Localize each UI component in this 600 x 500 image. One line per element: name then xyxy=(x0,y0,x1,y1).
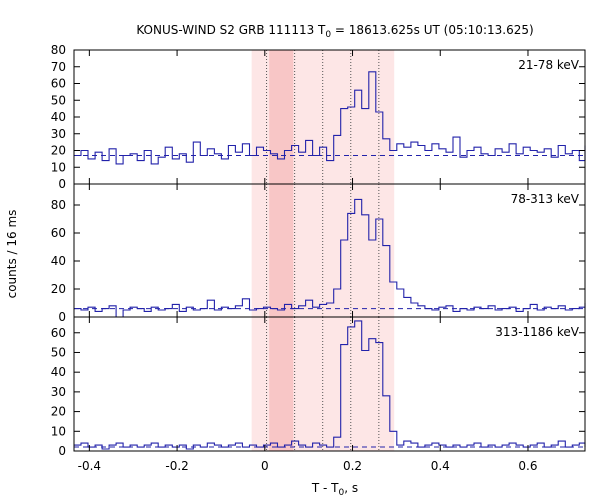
y-tick-label: 20 xyxy=(51,405,66,419)
y-tick-label: 60 xyxy=(51,77,66,91)
y-tick-label: 80 xyxy=(51,198,66,212)
x-tick-label: 0 xyxy=(261,459,269,473)
y-tick-label: 70 xyxy=(51,60,66,74)
y-tick-label: 20 xyxy=(51,144,66,158)
y-tick-label: 50 xyxy=(51,93,66,107)
x-axis-title: T - T0, s xyxy=(311,481,358,498)
y-tick-label: 0 xyxy=(58,177,66,191)
y-tick-label: 0 xyxy=(58,444,66,458)
y-tick-label: 40 xyxy=(51,365,66,379)
y-tick-label: 30 xyxy=(51,385,66,399)
light-curve-2 xyxy=(74,198,586,318)
panel-2: 0 20 40 60 80 78-313 keV xyxy=(51,183,586,324)
energy-band-label: 21-78 keV xyxy=(518,58,580,72)
y-tick-label: 30 xyxy=(51,127,66,141)
x-tick-label: 0.6 xyxy=(518,459,537,473)
y-tick-label: 80 xyxy=(51,43,66,57)
x-tick-label: 0.4 xyxy=(431,459,450,473)
y-tick-label: 40 xyxy=(51,254,66,268)
shaded-region-2 xyxy=(269,50,294,184)
plot-layer: 0 10 20 30 40 50 60 70 80 21-78 keV 0 20 40 60 80 78-31… xyxy=(51,43,586,473)
y-tick-label: 20 xyxy=(51,282,66,296)
panel-3: 0 10 20 30 40 50 60 313-1186 keV xyxy=(51,316,586,458)
panel-frame xyxy=(73,316,586,452)
y-tick-label: 10 xyxy=(51,160,66,174)
light-curve-3 xyxy=(74,320,586,450)
y-tick-label: 60 xyxy=(51,226,66,240)
x-tick-label: -0.4 xyxy=(78,459,101,473)
y-axis-title: counts / 16 ms xyxy=(5,210,19,299)
energy-band-label: 313-1186 keV xyxy=(495,325,579,339)
x-tick-label: -0.2 xyxy=(165,459,188,473)
y-tick-label: 50 xyxy=(51,345,66,359)
panel-1: 0 10 20 30 40 50 60 70 80 21-78 keV xyxy=(51,43,586,191)
y-tick-label: 40 xyxy=(51,110,66,124)
y-tick-label: 0 xyxy=(58,310,66,324)
x-tick-label: 0.2 xyxy=(343,459,362,473)
y-tick-label: 60 xyxy=(51,326,66,340)
shaded-region-2 xyxy=(269,317,294,451)
y-tick-label: 10 xyxy=(51,424,66,438)
light-curve-1 xyxy=(74,71,586,165)
shaded-region-2 xyxy=(269,184,294,317)
chart-title: KONUS-WIND S2 GRB 111113 T0 = 18613.625s… xyxy=(136,23,533,40)
energy-band-label: 78-313 keV xyxy=(511,192,580,206)
